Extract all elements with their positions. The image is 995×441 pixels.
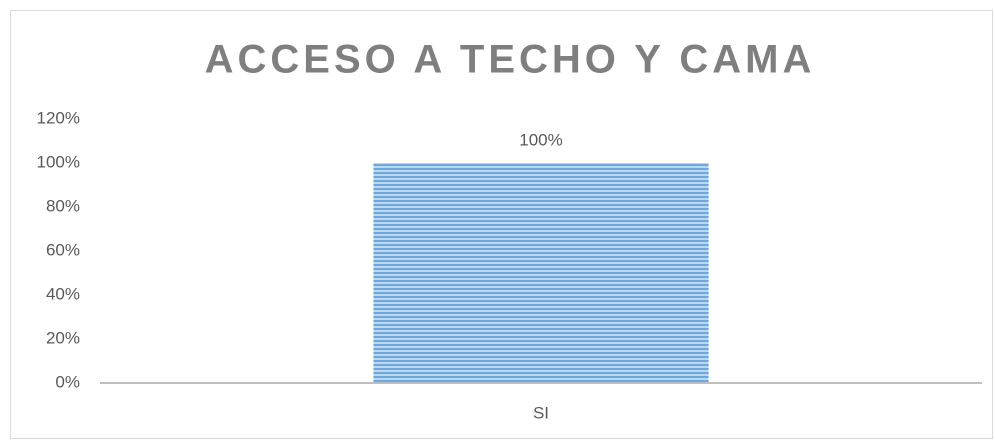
y-tick-label: 40% <box>46 284 80 303</box>
y-tick-label: 120% <box>37 108 80 127</box>
y-tick-label: 0% <box>55 372 80 391</box>
chart-title: ACCESO A TECHO Y CAMA <box>205 38 816 82</box>
y-tick-label: 60% <box>46 240 80 259</box>
y-tick-label: 80% <box>46 196 80 215</box>
y-tick-label: 20% <box>46 328 80 347</box>
y-tick-label: 100% <box>37 152 80 171</box>
x-tick-label: SI <box>533 403 549 422</box>
data-label: 100% <box>519 130 562 149</box>
bar <box>373 163 709 383</box>
